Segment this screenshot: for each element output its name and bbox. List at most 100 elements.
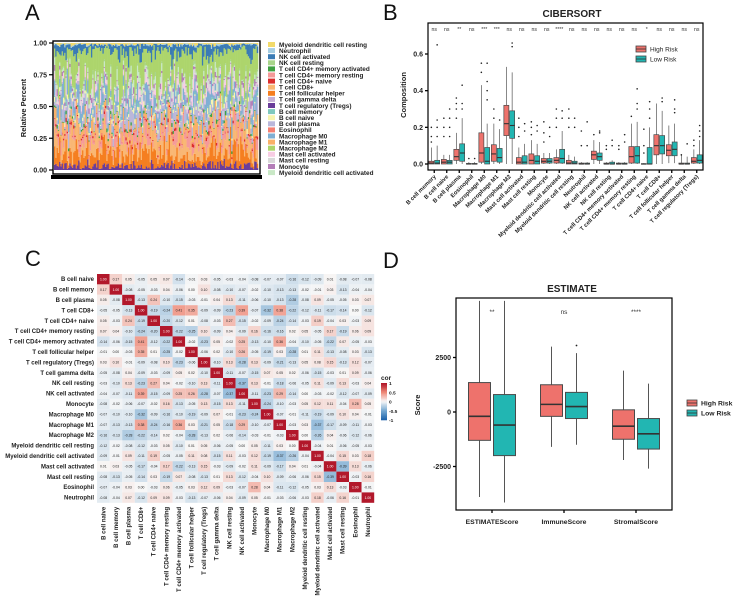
heatmap-cell-value: -0.08: [188, 475, 196, 479]
outlier-point: [643, 145, 645, 147]
heatmap-cell-value: 0.03: [352, 350, 359, 354]
heatmap-cell-value: -0.03: [112, 319, 120, 323]
high-risk-box: [613, 410, 635, 439]
heatmap-cell-value: -0.23: [137, 381, 145, 385]
panel-letter-b: B: [383, 0, 398, 25]
stack-segment: [257, 78, 259, 83]
heatmap-cell-value: -0.06: [213, 496, 221, 500]
heatmap-cell-value: -0.08: [301, 298, 309, 302]
heatmap-cell-value: -0.03: [213, 465, 221, 469]
heatmap-cell-value: 0.24: [150, 298, 157, 302]
heatmap-cell-value: -0.02: [175, 350, 183, 354]
legend-label: Myeloid dendritic cell activated: [279, 170, 374, 177]
stack-segment: [257, 150, 259, 164]
heatmap-cell-value: -0.19: [263, 454, 271, 458]
heatmap-cell-value: 0.10: [201, 329, 208, 333]
heatmap-cell-value: -0.13: [326, 350, 334, 354]
significance-label: ns: [561, 309, 569, 316]
legend-label: High Risk: [701, 401, 733, 408]
heatmap-cell-value: 0.05: [176, 371, 183, 375]
heatmap-cell-value: -0.14: [150, 433, 158, 437]
heatmap-cell-value: -0.10: [125, 329, 133, 333]
heatmap-cell-value: -0.39: [326, 475, 334, 479]
outlier-point: [431, 127, 433, 129]
column-label: Myeloid dendritic cell resting: [303, 506, 309, 589]
heatmap-cell-value: -0.09: [162, 392, 170, 396]
heatmap-cell-value: -0.13: [112, 423, 120, 427]
legend-item: High Risk: [687, 400, 733, 408]
heatmap-cell-value: -0.09: [339, 423, 347, 427]
stack-segment: [257, 114, 259, 115]
heatmap-cell-value: 1.00: [289, 433, 296, 437]
significance-label: **: [457, 27, 461, 33]
colorbar-tick-label: -1: [389, 418, 394, 424]
heatmap-cell-value: 0.36: [176, 423, 183, 427]
heatmap-cell-value: 0.41: [138, 340, 145, 344]
significance-label: ns: [544, 27, 550, 33]
chart-title: ESTIMATE: [547, 284, 597, 295]
row-label: Eosinophil: [63, 485, 94, 491]
heatmap-cell-value: -0.03: [301, 496, 309, 500]
outlier-point: [643, 128, 645, 130]
heatmap-cell-value: -0.21: [276, 361, 284, 365]
heatmap-cell-value: -0.07: [251, 309, 259, 313]
y-axis-label: Relative Percent: [19, 78, 28, 137]
stack-segment: [257, 83, 259, 84]
outlier-point: [581, 145, 583, 147]
heatmap-cell-value: -0.05: [99, 371, 107, 375]
heatmap-cell-value: -0.13: [125, 423, 133, 427]
heatmap-cell-value: 0.04: [163, 381, 170, 385]
heatmap-cell-value: -0.13: [112, 475, 120, 479]
legend-swatch: [268, 127, 275, 132]
heatmap-cell-value: -0.11: [276, 485, 284, 489]
legend-item: High Risk: [636, 46, 679, 54]
heatmap-cell-value: -0.03: [225, 485, 233, 489]
panel-letter-a: A: [25, 0, 40, 25]
outlier-point: [636, 103, 638, 105]
legend-swatch: [268, 48, 275, 53]
legend-swatch: [268, 158, 275, 163]
heatmap-cell-value: 0.11: [188, 454, 194, 458]
heatmap-cell-value: -0.05: [125, 465, 133, 469]
outlier-point: [556, 117, 558, 119]
heatmap-cell-value: 0.07: [176, 475, 183, 479]
heatmap-cell-value: -0.13: [188, 496, 196, 500]
heatmap-cell-value: -0.05: [137, 288, 145, 292]
heatmap-cell-value: -0.13: [125, 309, 133, 313]
outlier-point: [574, 117, 576, 119]
outlier-point: [443, 117, 445, 119]
heatmap-cell-value: -0.04: [301, 454, 309, 458]
heatmap-cell-value: -0.06: [251, 298, 259, 302]
heatmap-cell-value: -0.05: [351, 444, 359, 448]
heatmap-cell-value: -0.06: [188, 361, 196, 365]
heatmap-cell-value: 0.08: [201, 454, 208, 458]
heatmap-cell-value: 0.05: [302, 329, 309, 333]
heatmap-cell-value: 0.03: [100, 361, 107, 365]
outlier-point: [649, 117, 651, 119]
heatmap-cell-value: -0.01: [314, 288, 322, 292]
heatmap-cell-value: -0.13: [251, 340, 259, 344]
heatmap-cell-value: 0.07: [163, 277, 170, 281]
heatmap-cell-value: 0.01: [327, 277, 334, 281]
heatmap-cell-value: -0.02: [326, 392, 334, 396]
outlier-point: [699, 125, 701, 127]
heatmap-cell-value: -0.05: [213, 277, 221, 281]
outlier-point: [686, 143, 688, 145]
heatmap-cell-value: 0.01: [100, 465, 107, 469]
heatmap-cell-value: 0.10: [201, 288, 208, 292]
heatmap-cell-value: 0.03: [352, 298, 359, 302]
heatmap-cell-value: -0.13: [137, 298, 145, 302]
heatmap-cell-value: -0.37: [225, 392, 233, 396]
heatmap-cell-value: 0.04: [289, 465, 296, 469]
heatmap-cell-value: -0.13: [200, 475, 208, 479]
row-label: B cell memory: [53, 288, 95, 294]
heatmap-cell-value: -0.09: [150, 413, 158, 417]
outlier-point: [524, 123, 526, 125]
outlier-point: [649, 108, 651, 110]
heatmap-cell-value: 0.06: [163, 485, 170, 489]
heatmap-cell-value: -0.14: [339, 309, 347, 313]
heatmap-cell-value: -0.13: [112, 433, 120, 437]
heatmap-cell-value: -0.03: [326, 371, 334, 375]
heatmap-cell-value: 0.17: [327, 329, 334, 333]
